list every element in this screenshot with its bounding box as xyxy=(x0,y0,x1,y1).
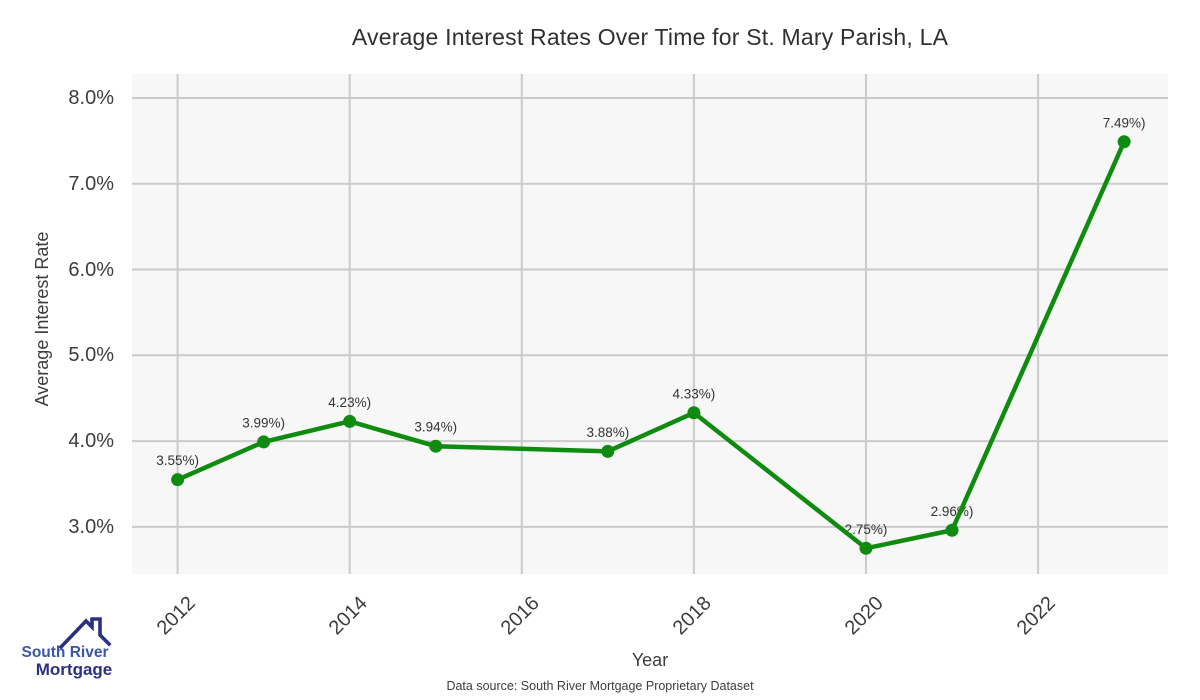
data-point-label: 3.99%) xyxy=(242,415,285,430)
x-tick-label: 2020 xyxy=(840,592,888,640)
y-tick-label: 5.0% xyxy=(68,344,114,367)
x-tick-label: 2014 xyxy=(324,592,372,640)
y-tick-label: 6.0% xyxy=(68,258,114,281)
data-point-label: 2.96%) xyxy=(931,504,974,519)
data-point-marker xyxy=(601,444,615,458)
x-tick-label: 2016 xyxy=(496,592,544,640)
house-roof-icon xyxy=(58,617,112,650)
y-tick-label: 8.0% xyxy=(68,87,114,109)
data-point-marker xyxy=(343,414,357,428)
y-tick-label: 3.0% xyxy=(68,515,114,538)
data-point-marker xyxy=(859,541,873,555)
data-point-label: 3.88%) xyxy=(586,425,629,440)
x-tick-label: 2022 xyxy=(1012,592,1060,640)
data-point-marker xyxy=(945,523,959,537)
logo-text-mortgage: Mortgage xyxy=(35,660,113,679)
logo-text-south-river: South River xyxy=(21,644,109,661)
y-tick-label: 7.0% xyxy=(68,172,114,195)
series-line xyxy=(176,140,1127,551)
data-point-marker xyxy=(1117,135,1131,149)
x-tick-label: 2018 xyxy=(668,592,716,640)
y-tick-label: 4.0% xyxy=(68,430,114,453)
line-chart: 3.55%) 3.99%) 4.23%) 3.94%) 3.88%) 4.33%) 2.75… xyxy=(132,74,1168,574)
data-source-caption: Data source: South River Mortgage Propri… xyxy=(446,679,754,693)
data-point-label: 4.23%) xyxy=(328,395,371,410)
data-point-label: 4.33%) xyxy=(672,386,715,401)
y-axis-label: Average Interest Rate xyxy=(32,231,52,407)
south-river-mortgage-logo: South River Mortgage xyxy=(10,610,130,690)
data-point-label: 3.55%) xyxy=(156,453,199,468)
data-point-marker xyxy=(171,473,185,487)
data-point-label: 3.94%) xyxy=(414,420,457,435)
data-point-marker xyxy=(687,406,701,420)
data-point-marker xyxy=(257,435,271,449)
data-point-marker xyxy=(429,439,443,453)
x-axis-label: Year xyxy=(631,650,669,670)
chart-title: Average Interest Rates Over Time for St.… xyxy=(351,24,949,50)
data-point-label: 2.75%) xyxy=(845,522,888,537)
data-point-label: 7.49%) xyxy=(1103,115,1146,130)
plot-area: 3.55%) 3.99%) 4.23%) 3.94%) 3.88%) 4.33%) 2.75… xyxy=(132,74,1168,574)
